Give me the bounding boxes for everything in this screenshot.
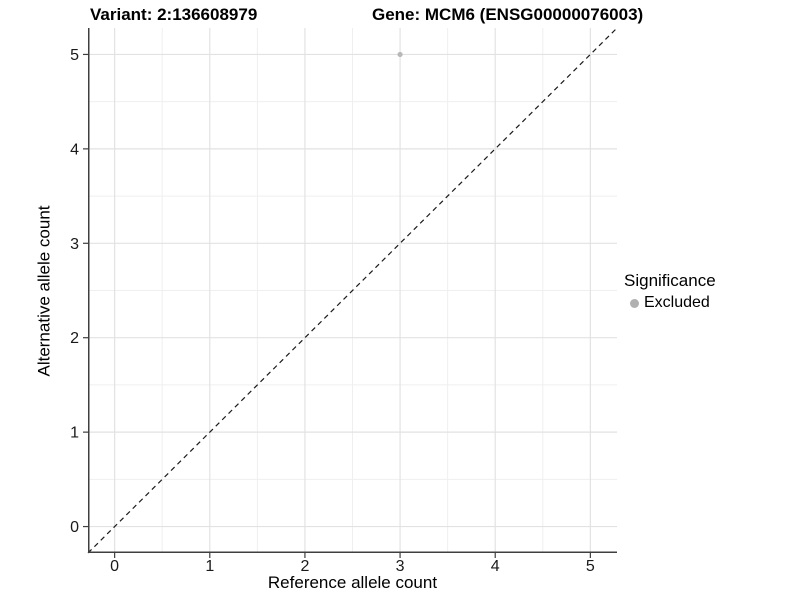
- x-tick-label: 3: [396, 558, 405, 575]
- y-tick-label: 4: [70, 141, 79, 158]
- diagonal-reference-line: [87, 27, 618, 554]
- y-tick-label: 1: [70, 425, 79, 442]
- y-tick-label: 2: [70, 330, 79, 347]
- y-tick-label: 0: [70, 519, 79, 536]
- legend-item-excluded: Excluded: [624, 294, 716, 312]
- legend-title: Significance: [624, 271, 716, 290]
- y-axis-title: Alternative allele count: [35, 204, 55, 377]
- plot-title-variant: Variant: 2:136608979: [90, 5, 258, 24]
- plot-panel: 0 1 2 3 4 5 0 1 2 3 4 5: [70, 27, 618, 575]
- legend: Significance Excluded: [624, 271, 716, 312]
- x-tick-label: 4: [491, 558, 500, 575]
- x-tick-label: 2: [300, 558, 309, 575]
- legend-dot-icon: [630, 299, 639, 308]
- data-point: [397, 51, 403, 58]
- x-axis-title: Reference allele count: [267, 573, 438, 592]
- x-tick-label: 0: [110, 558, 119, 575]
- x-tick-label: 5: [586, 558, 595, 575]
- y-axis-title-wrap: Alternative allele count: [34, 28, 56, 553]
- plot-title-gene: Gene: MCM6 (ENSG00000076003): [372, 5, 644, 24]
- x-tick-label: 1: [205, 558, 214, 575]
- y-tick-label: 3: [70, 236, 79, 253]
- y-tick-label: 5: [70, 47, 79, 64]
- legend-item-label: Excluded: [644, 294, 710, 311]
